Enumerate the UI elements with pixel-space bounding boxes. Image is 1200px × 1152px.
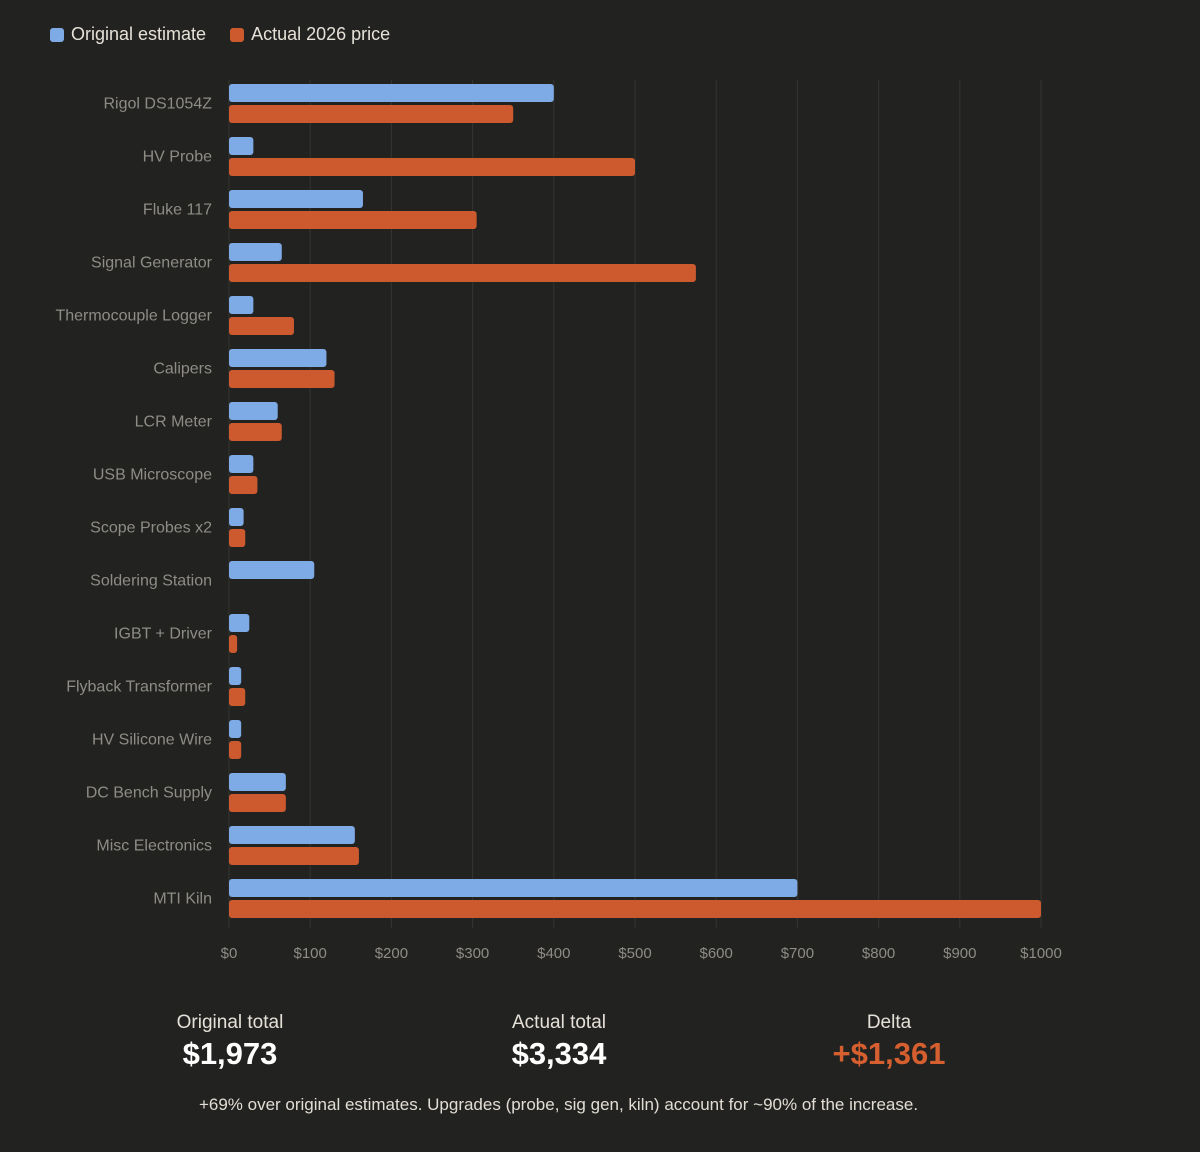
category-label: Thermocouple Logger	[55, 308, 212, 325]
bar-original[interactable]	[229, 349, 327, 367]
x-tick-labels: $0 $100 $200 $300 $400 $500 $600 $700 $800 $900 $1…	[221, 945, 1062, 962]
bar-actual[interactable]	[229, 105, 514, 123]
bar-original[interactable]	[229, 190, 363, 208]
x-tick-label: $800	[862, 945, 895, 962]
x-tick-label: $1000	[1020, 945, 1062, 962]
bar-actual[interactable]	[229, 423, 282, 441]
category-label: USB Microscope	[93, 467, 212, 484]
x-tick-label: $400	[537, 945, 570, 962]
summary-original: Original total $1,973	[110, 1012, 350, 1072]
category-label: Flyback Transformer	[66, 679, 212, 696]
legend-swatch-original	[50, 27, 64, 42]
bar-original[interactable]	[229, 402, 278, 420]
bar-actual[interactable]	[229, 317, 294, 335]
bar-actual[interactable]	[229, 741, 242, 759]
bar-original[interactable]	[229, 243, 282, 261]
category-label: HV Probe	[143, 149, 212, 166]
summary-original-value: $1,973	[182, 1036, 278, 1071]
bar-actual[interactable]	[229, 264, 696, 282]
legend-label-original: Original estimate	[71, 24, 207, 44]
x-tick-label: $900	[943, 945, 976, 962]
bar-actual[interactable]	[229, 529, 246, 547]
bars-group	[229, 84, 1041, 918]
bar-original[interactable]	[229, 296, 254, 314]
x-tick-label: $0	[221, 945, 238, 962]
x-tick-label: $700	[781, 945, 814, 962]
bar-actual[interactable]	[229, 211, 477, 229]
bar-chart: Rigol DS1054Z HV Probe Fluke 117 Signal Gen…	[55, 80, 1062, 962]
bar-actual[interactable]	[229, 794, 286, 812]
bar-actual[interactable]	[229, 370, 335, 388]
bar-original[interactable]	[229, 879, 798, 897]
legend-item-original[interactable]: Original estimate	[50, 24, 206, 45]
legend-swatch-actual	[230, 27, 245, 42]
category-label: Calipers	[153, 361, 212, 378]
bar-actual[interactable]	[229, 688, 246, 706]
legend-item-actual[interactable]: Actual 2026 price	[230, 24, 390, 45]
category-label: Signal Generator	[91, 255, 213, 272]
bar-original[interactable]	[229, 455, 254, 473]
bar-actual[interactable]	[229, 635, 238, 653]
category-label: Scope Probes x2	[90, 520, 212, 537]
bar-original[interactable]	[229, 561, 315, 579]
bar-original[interactable]	[229, 667, 242, 685]
x-tick-label: $500	[618, 945, 651, 962]
category-label: LCR Meter	[135, 414, 213, 431]
summary-delta: Delta +$1,361	[769, 1012, 1009, 1072]
bar-actual[interactable]	[229, 900, 1041, 918]
summary-delta-label: Delta	[866, 1012, 912, 1033]
chart-legend: Original estimate Actual 2026 price	[50, 24, 390, 45]
category-label: Rigol DS1054Z	[104, 96, 213, 113]
legend-label-actual: Actual 2026 price	[251, 24, 391, 44]
x-tick-label: $300	[456, 945, 489, 962]
bar-actual[interactable]	[229, 476, 258, 494]
summary-delta-value: +$1,361	[832, 1036, 946, 1071]
summary-original-label: Original total	[176, 1012, 284, 1033]
bar-original[interactable]	[229, 84, 554, 102]
summary-actual-value: $3,334	[511, 1036, 607, 1071]
category-label: Misc Electronics	[96, 838, 212, 855]
bar-actual[interactable]	[229, 158, 635, 176]
bar-original[interactable]	[229, 720, 242, 738]
x-tick-label: $200	[375, 945, 408, 962]
bar-original[interactable]	[229, 773, 286, 791]
category-labels: Rigol DS1054Z HV Probe Fluke 117 Signal Gen…	[55, 96, 212, 908]
summary-actual-label: Actual total	[512, 1012, 606, 1033]
category-label: MTI Kiln	[153, 891, 212, 908]
summary-actual: Actual total $3,334	[439, 1012, 679, 1072]
category-label: Soldering Station	[90, 573, 212, 590]
x-tick-label: $600	[700, 945, 733, 962]
category-label: DC Bench Supply	[86, 785, 212, 802]
bar-original[interactable]	[229, 137, 254, 155]
x-tick-label: $100	[294, 945, 327, 962]
bar-original[interactable]	[229, 508, 244, 526]
footnote: +69% over original estimates. Upgrades (…	[198, 1095, 919, 1114]
bar-actual[interactable]	[229, 847, 359, 865]
category-label: IGBT + Driver	[114, 626, 213, 643]
category-label: HV Silicone Wire	[92, 732, 212, 749]
category-label: Fluke 117	[143, 202, 212, 219]
bar-original[interactable]	[229, 614, 250, 632]
bar-original[interactable]	[229, 826, 355, 844]
